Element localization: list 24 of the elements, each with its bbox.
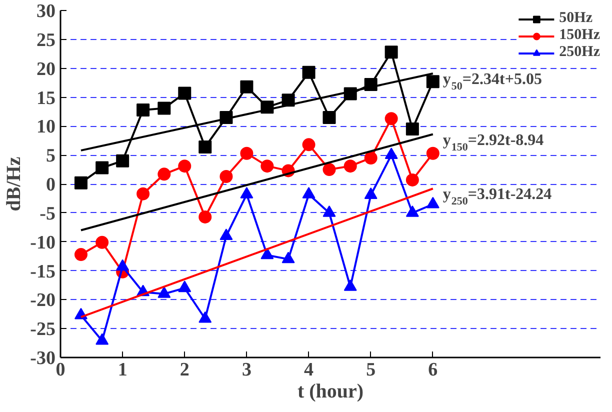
legend-label: 50Hz: [559, 10, 592, 27]
y-tick-label: -15: [30, 261, 56, 282]
y-axis-title: dB/Hz: [3, 156, 26, 212]
x-tick-label: 2: [180, 360, 190, 380]
y-tick-label: -20: [30, 290, 56, 312]
y-tick-label: 15: [36, 88, 56, 109]
x-tick-label: 4: [304, 360, 314, 380]
y-tick-label: -30: [30, 348, 56, 369]
y-tick-label: 25: [36, 30, 56, 51]
x-tick-label: 3: [242, 360, 252, 380]
y-tick-label: -10: [30, 232, 56, 254]
x-tick-label: 6: [428, 360, 438, 380]
y-tick-label: 30: [36, 1, 56, 22]
y-tick-label: 20: [36, 58, 56, 80]
y-tick-label: -5: [40, 203, 56, 224]
y-tick-label: 5: [46, 146, 56, 167]
x-tick-label: 5: [366, 360, 376, 380]
x-tick-label: 1: [118, 360, 128, 380]
y-tick-label: 10: [36, 116, 56, 138]
y-tick-label: -25: [30, 319, 56, 340]
legend-label: 250Hz: [559, 44, 600, 61]
legend-label: 150Hz: [559, 27, 600, 44]
y-tick-label: 0: [46, 174, 56, 196]
x-axis-title: t (hour): [297, 380, 364, 402]
